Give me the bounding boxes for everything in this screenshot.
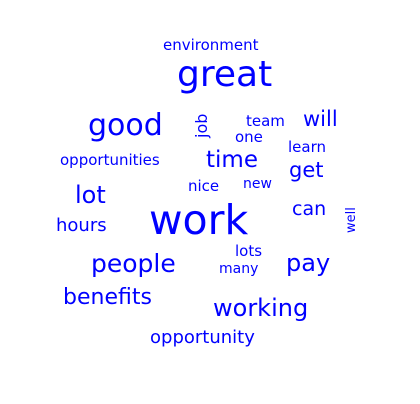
word-pay: pay [286,249,331,277]
word-opportunity: opportunity [150,327,255,348]
word-nice: nice [188,177,220,195]
word-one: one [235,128,263,146]
word-working: working [213,294,309,322]
word-hours: hours [56,215,107,236]
word-will: will [303,107,338,131]
word-job: job [192,113,211,138]
word-benefits: benefits [63,285,152,310]
word-lot: lot [75,181,106,209]
word-new: new [243,176,272,192]
word-work: work [149,196,249,244]
word-team: team [246,112,285,130]
word-well: well [344,207,359,233]
word-get: get [289,158,324,182]
word-can: can [292,198,327,220]
word-time: time [206,147,258,173]
word-learn: learn [288,138,326,156]
word-good: good [88,108,163,143]
word-people: people [91,249,176,278]
word-great: great [177,54,273,95]
word-lots: lots [235,242,263,260]
word-environment: environment [163,36,259,54]
word-many: many [219,261,259,277]
word-opportunities: opportunities [60,151,160,169]
